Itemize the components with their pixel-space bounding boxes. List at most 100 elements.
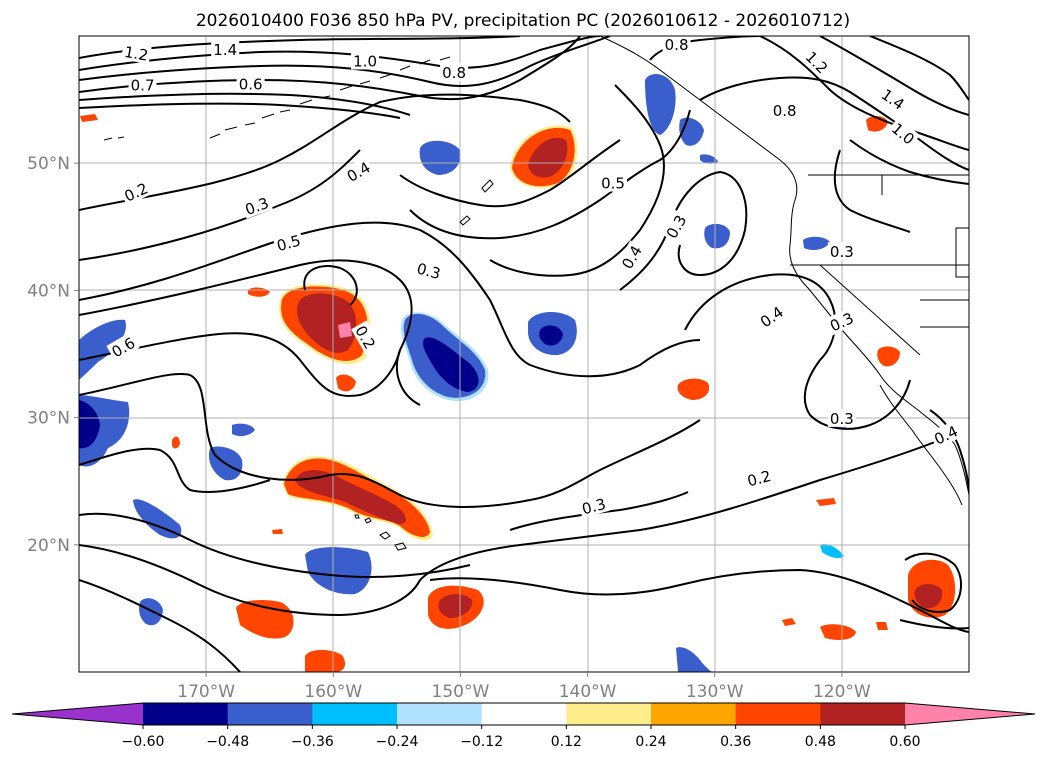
pv-contour	[619, 170, 748, 291]
colorbar-tick-label: −0.24	[376, 734, 419, 750]
pv-contour	[79, 544, 421, 617]
precip-negative-area	[419, 140, 461, 175]
colorbar-segment	[481, 703, 567, 725]
colorbar-tick-label: 0.12	[551, 734, 582, 750]
colorbar-extend-high	[905, 703, 1035, 725]
precip-positive-area	[438, 594, 473, 618]
precip-negative-area	[803, 236, 830, 250]
contour-label: 0.7	[131, 77, 155, 95]
precip-negative-area	[79, 400, 100, 449]
x-tick-label: 150°W	[432, 682, 490, 702]
pv-contour	[79, 36, 601, 71]
contour-label-bg	[800, 45, 834, 79]
pv-contour	[849, 139, 969, 185]
colorbar-tick-label: 0.60	[889, 734, 920, 750]
pv-contour	[399, 139, 621, 208]
contour-label-bg	[577, 493, 610, 518]
contour-label-bg	[887, 117, 921, 150]
precip-negative-area	[676, 647, 712, 672]
contour-label-bg	[743, 465, 775, 491]
contour-label-bg	[211, 39, 240, 58]
precip-positive-area	[80, 114, 98, 122]
pv-contour	[79, 221, 701, 378]
contour-label-bg	[876, 83, 910, 115]
contour-label-bg	[929, 420, 963, 449]
x-tick-label: 170°W	[177, 682, 235, 702]
x-tick-label: 120°W	[813, 682, 871, 702]
contour-label-bg	[599, 173, 627, 192]
precip-positive-area	[876, 622, 888, 630]
colorbar-tick-label: −0.60	[122, 734, 165, 750]
precip-positive-area	[272, 529, 283, 534]
precip-positive-area	[305, 649, 346, 672]
colorbar-segment	[227, 703, 313, 725]
x-axis-ticks: 170°W 160°W 150°W 140°W 130°W 120°W	[177, 672, 871, 702]
contour-label: 0.3	[415, 260, 443, 284]
colorbar: −0.60 −0.48 −0.36 −0.24 −0.12 0.12 0.24 0.36 0.4…	[11, 702, 1036, 750]
contour-label-bg	[662, 36, 691, 53]
precip-negative-area	[133, 499, 182, 539]
contour-label: 0.5	[275, 232, 303, 256]
precip-positive-area	[820, 624, 856, 640]
colorbar-tick-label: −0.36	[291, 734, 334, 750]
precip-negative-area	[645, 74, 676, 135]
precip-positive-area	[914, 584, 943, 609]
colorbar-segment	[820, 703, 906, 725]
contour-label: 0.3	[830, 243, 854, 261]
contour-label-bg	[660, 209, 691, 243]
north-america-coast	[599, 36, 969, 496]
contour-label-bg	[119, 177, 153, 206]
contour-label-bg	[754, 300, 788, 332]
y-tick-label: 30°N	[27, 409, 70, 429]
contour-label-bg	[440, 62, 469, 81]
precip-negative-area	[305, 547, 372, 595]
precip-negative-area	[422, 337, 479, 392]
pv-contour	[303, 265, 358, 306]
contour-label-bg	[128, 75, 157, 94]
contour-label: 0.6	[239, 75, 263, 93]
precip-negative-area	[539, 325, 563, 346]
grid-lines	[79, 36, 969, 672]
pv-contour	[79, 373, 701, 508]
y-tick-label: 40°N	[27, 281, 70, 301]
colorbar-segment	[312, 703, 398, 725]
colorbar-segment	[397, 703, 483, 725]
contour-label: 0.5	[601, 175, 625, 193]
contour-label-bg	[272, 230, 305, 255]
precip-negative-area	[139, 598, 163, 626]
precip-negative-area	[79, 319, 126, 380]
colorbar-tick-label: 0.36	[720, 734, 751, 750]
chart-title: 2026010400 F036 850 hPa PV, precipitatio…	[196, 11, 850, 31]
pv-contour	[79, 512, 471, 578]
contour-label-bg	[121, 41, 152, 65]
colorbar-tick-label: −0.48	[206, 734, 249, 750]
contour-label: 1.2	[123, 43, 150, 65]
precip-negative-area	[704, 223, 730, 249]
pv-contour	[79, 579, 241, 672]
precip-positive-area	[677, 378, 710, 400]
x-tick-label: 140°W	[559, 682, 617, 702]
pv-contour	[79, 93, 571, 211]
colorbar-extend-low	[12, 703, 143, 725]
x-tick-label: 160°W	[304, 682, 362, 702]
pv-contour	[929, 409, 969, 491]
colorbar-tick-label: 0.24	[635, 734, 666, 750]
pv-contour	[904, 552, 962, 613]
plot-area: 1.2 1.41.00.7 0.60.80.80.81.21.41.00.40.20…	[79, 36, 969, 672]
contour-label: 0.8	[665, 36, 689, 54]
pv-contour	[429, 568, 969, 633]
coastlines	[103, 36, 969, 551]
pv-contour	[489, 84, 665, 277]
y-tick-label: 50°N	[27, 154, 70, 174]
precip-negative-area	[700, 154, 718, 164]
contour-label-bg	[827, 408, 856, 427]
precip-negative-area	[820, 544, 844, 559]
pv-contour	[803, 359, 911, 430]
pv-contour	[419, 439, 941, 581]
contour-label-bg	[236, 74, 265, 93]
islands	[354, 179, 969, 551]
precip-positive-area	[816, 498, 836, 506]
contour-label: 1.4	[213, 41, 237, 59]
pv-contour	[819, 36, 969, 116]
